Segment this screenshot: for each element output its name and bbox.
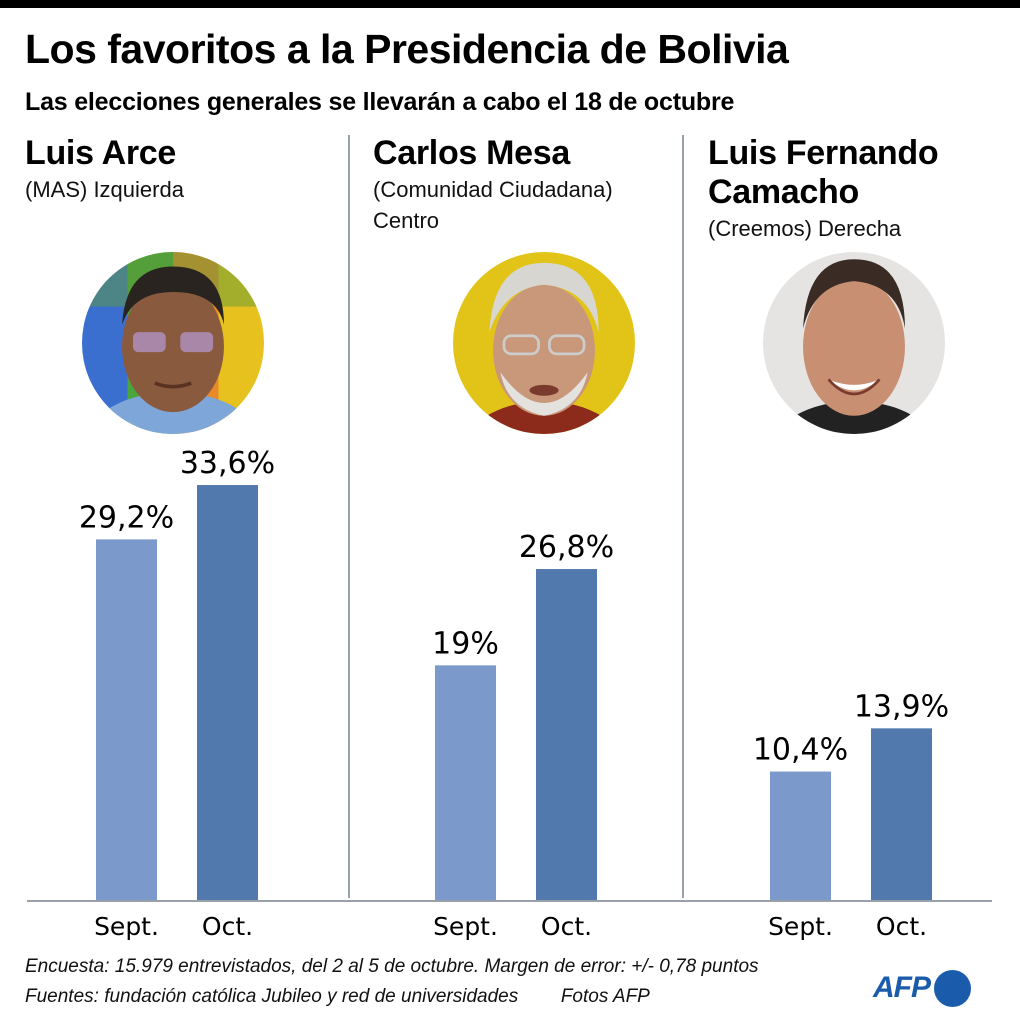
candidate-party-line: (MAS) Izquierda <box>25 177 184 202</box>
panel-divider <box>348 135 350 898</box>
panel-divider <box>682 135 684 898</box>
bar-value-label: 26,8% <box>519 530 614 565</box>
chart-title: Los favoritos a la Presidencia de Bolivi… <box>25 26 789 72</box>
photo-credit: Fotos AFP <box>560 986 650 1007</box>
bar-oct <box>536 569 597 900</box>
candidate-name-line: Luis Fernando <box>708 134 939 172</box>
candidate-name-line: Luis Arce <box>25 134 176 172</box>
x-tick-label: Sept. <box>433 912 498 941</box>
portrait-icon <box>453 252 635 434</box>
bar-value-label: 29,2% <box>79 500 174 535</box>
bar-oct <box>197 485 258 900</box>
candidate-name-line: Camacho <box>708 173 859 211</box>
afp-logo-dot-icon <box>934 969 971 1007</box>
photo-luis-fernando-camacho <box>763 252 945 434</box>
bar-oct <box>871 728 932 900</box>
candidate-name-line: Carlos Mesa <box>373 134 571 172</box>
x-tick-label: Sept. <box>94 912 159 941</box>
candidate-party-camacho: (Creemos) Derecha <box>708 213 901 244</box>
candidate-party-line: Centro <box>373 208 440 233</box>
bar-value-label: 33,6% <box>180 446 275 481</box>
candidate-name-camacho: Luis Fernando Camacho <box>708 134 939 212</box>
candidate-name-mesa: Carlos Mesa <box>373 134 570 173</box>
x-tick-label: Oct. <box>202 912 253 941</box>
bar-value-label: 13,9% <box>854 689 949 724</box>
candidate-party-mesa: (Comunidad Ciudadana) Centro <box>373 174 613 236</box>
sources-text: Fuentes: fundación católica Jubileo y re… <box>25 986 519 1007</box>
bar-sept <box>435 665 496 900</box>
bar-value-label: 10,4% <box>753 733 848 768</box>
x-tick-label: Oct. <box>541 912 592 941</box>
bar-value-label: 19% <box>432 626 499 661</box>
x-tick-label: Oct. <box>876 912 927 941</box>
bar-sept <box>96 539 157 900</box>
x-tick-label: Sept. <box>768 912 833 941</box>
survey-note: Encuesta: 15.979 entrevistados, del 2 al… <box>25 956 759 977</box>
candidate-party-arce: (MAS) Izquierda <box>25 174 184 205</box>
portrait-icon <box>763 252 945 434</box>
chart-subtitle: Las elecciones generales se llevarán a c… <box>25 88 735 116</box>
photo-carlos-mesa <box>453 252 635 434</box>
afp-logo-text: AFP <box>873 971 931 1004</box>
candidate-party-line: (Creemos) Derecha <box>708 216 902 241</box>
sources-note: Fuentes: fundación católica Jubileo y re… <box>25 986 650 1008</box>
bar-sept <box>770 771 831 900</box>
top-bar <box>0 0 1020 8</box>
candidate-party-line: (Comunidad Ciudadana) <box>373 177 613 202</box>
candidate-name-arce: Luis Arce <box>25 134 176 173</box>
afp-logo: AFP <box>873 968 971 1008</box>
